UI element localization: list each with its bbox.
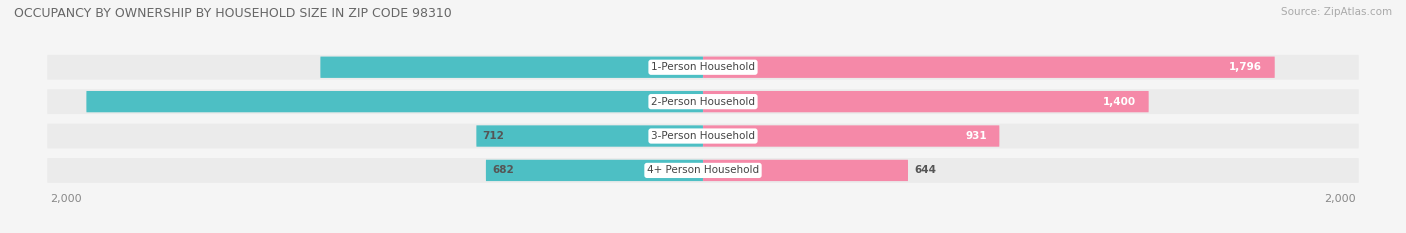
FancyBboxPatch shape <box>703 57 1275 78</box>
Text: 2-Person Household: 2-Person Household <box>651 97 755 107</box>
Text: 644: 644 <box>914 165 936 175</box>
FancyBboxPatch shape <box>703 125 1000 147</box>
Text: Source: ZipAtlas.com: Source: ZipAtlas.com <box>1281 7 1392 17</box>
Text: 3-Person Household: 3-Person Household <box>651 131 755 141</box>
FancyBboxPatch shape <box>703 160 908 181</box>
Text: 1,937: 1,937 <box>657 97 690 107</box>
FancyBboxPatch shape <box>48 158 1358 183</box>
Text: 4+ Person Household: 4+ Person Household <box>647 165 759 175</box>
FancyBboxPatch shape <box>48 55 1358 80</box>
Text: 1,796: 1,796 <box>1229 62 1263 72</box>
Text: 1-Person Household: 1-Person Household <box>651 62 755 72</box>
Text: 1,400: 1,400 <box>1102 97 1136 107</box>
Text: OCCUPANCY BY OWNERSHIP BY HOUSEHOLD SIZE IN ZIP CODE 98310: OCCUPANCY BY OWNERSHIP BY HOUSEHOLD SIZE… <box>14 7 451 20</box>
FancyBboxPatch shape <box>703 91 1149 112</box>
Text: 712: 712 <box>482 131 505 141</box>
FancyBboxPatch shape <box>486 160 703 181</box>
FancyBboxPatch shape <box>48 124 1358 148</box>
FancyBboxPatch shape <box>86 91 703 112</box>
FancyBboxPatch shape <box>48 89 1358 114</box>
FancyBboxPatch shape <box>321 57 703 78</box>
Text: 1,202: 1,202 <box>657 62 690 72</box>
Text: 931: 931 <box>965 131 987 141</box>
Text: 682: 682 <box>492 165 515 175</box>
FancyBboxPatch shape <box>477 125 703 147</box>
